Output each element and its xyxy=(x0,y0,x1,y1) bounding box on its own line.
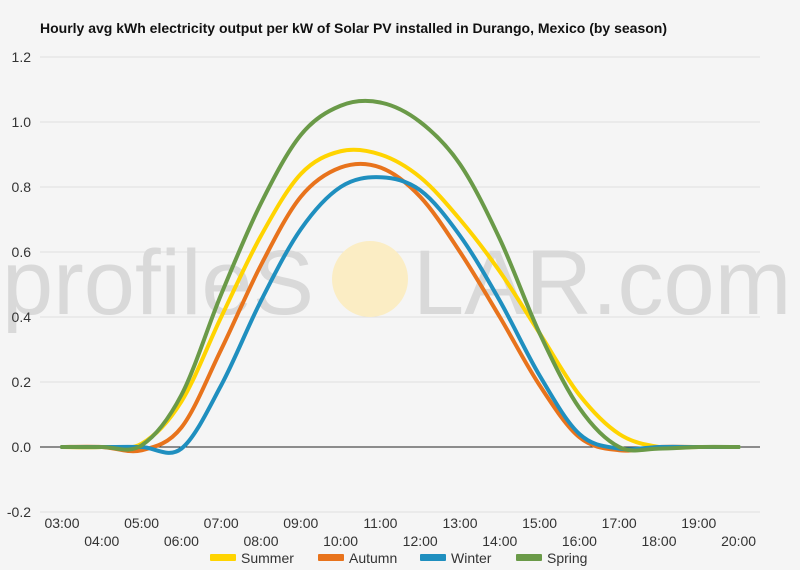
legend-swatch xyxy=(210,554,236,561)
x-tick-label: 13:00 xyxy=(442,515,477,531)
y-tick-label: -0.2 xyxy=(7,504,31,520)
x-tick-label: 11:00 xyxy=(363,515,397,531)
y-tick-label: 0.2 xyxy=(12,374,32,390)
x-tick-label: 18:00 xyxy=(641,533,676,549)
y-tick-label: 1.0 xyxy=(12,114,32,130)
legend-item-autumn: Autumn xyxy=(318,550,397,566)
watermark-text-left: profileS xyxy=(2,232,314,334)
legend-item-winter: Winter xyxy=(420,550,492,566)
x-tick-label: 10:00 xyxy=(323,533,358,549)
chart-title: Hourly avg kWh electricity output per kW… xyxy=(40,20,667,36)
x-tick-label: 09:00 xyxy=(283,515,318,531)
x-tick-label: 16:00 xyxy=(562,533,597,549)
legend-swatch xyxy=(318,554,344,561)
x-tick-label: 07:00 xyxy=(204,515,239,531)
watermark: profileS LAR.com xyxy=(2,232,791,334)
x-tick-label: 06:00 xyxy=(164,533,199,549)
legend-label: Autumn xyxy=(349,550,397,566)
x-tick-label: 03:00 xyxy=(44,515,79,531)
legend-label: Spring xyxy=(547,550,587,566)
y-tick-label: 0.4 xyxy=(12,309,32,325)
legend: Summer Autumn Winter Spring xyxy=(210,550,587,566)
x-tick-label: 14:00 xyxy=(482,533,517,549)
x-tick-label: 17:00 xyxy=(602,515,637,531)
x-tick-label: 12:00 xyxy=(403,533,438,549)
gridlines xyxy=(40,56,760,513)
watermark-sun-icon xyxy=(332,241,408,317)
x-tick-label: 08:00 xyxy=(243,533,278,549)
series-line-summer xyxy=(60,147,741,451)
x-tick-label: 04:00 xyxy=(84,533,119,549)
y-tick-label: 1.2 xyxy=(12,49,32,65)
legend-item-spring: Spring xyxy=(516,550,587,566)
y-tick-label: 0.8 xyxy=(12,179,32,195)
x-tick-label: 20:00 xyxy=(721,533,756,549)
y-axis-ticks: -0.2 0.0 0.2 0.4 0.6 0.8 1.0 1.2 xyxy=(7,49,31,520)
x-tick-label: 05:00 xyxy=(124,515,159,531)
watermark-text-right: LAR.com xyxy=(413,232,791,334)
legend-label: Summer xyxy=(241,550,294,566)
series-line-spring xyxy=(60,98,741,453)
legend-swatch xyxy=(516,554,542,561)
legend-item-summer: Summer xyxy=(210,550,294,566)
x-tick-label: 19:00 xyxy=(681,515,716,531)
y-tick-label: 0.0 xyxy=(12,439,32,455)
legend-swatch xyxy=(420,554,446,561)
x-tick-label: 15:00 xyxy=(522,515,557,531)
y-tick-label: 0.6 xyxy=(12,244,32,260)
series-lines xyxy=(60,98,741,455)
legend-label: Winter xyxy=(451,550,492,566)
